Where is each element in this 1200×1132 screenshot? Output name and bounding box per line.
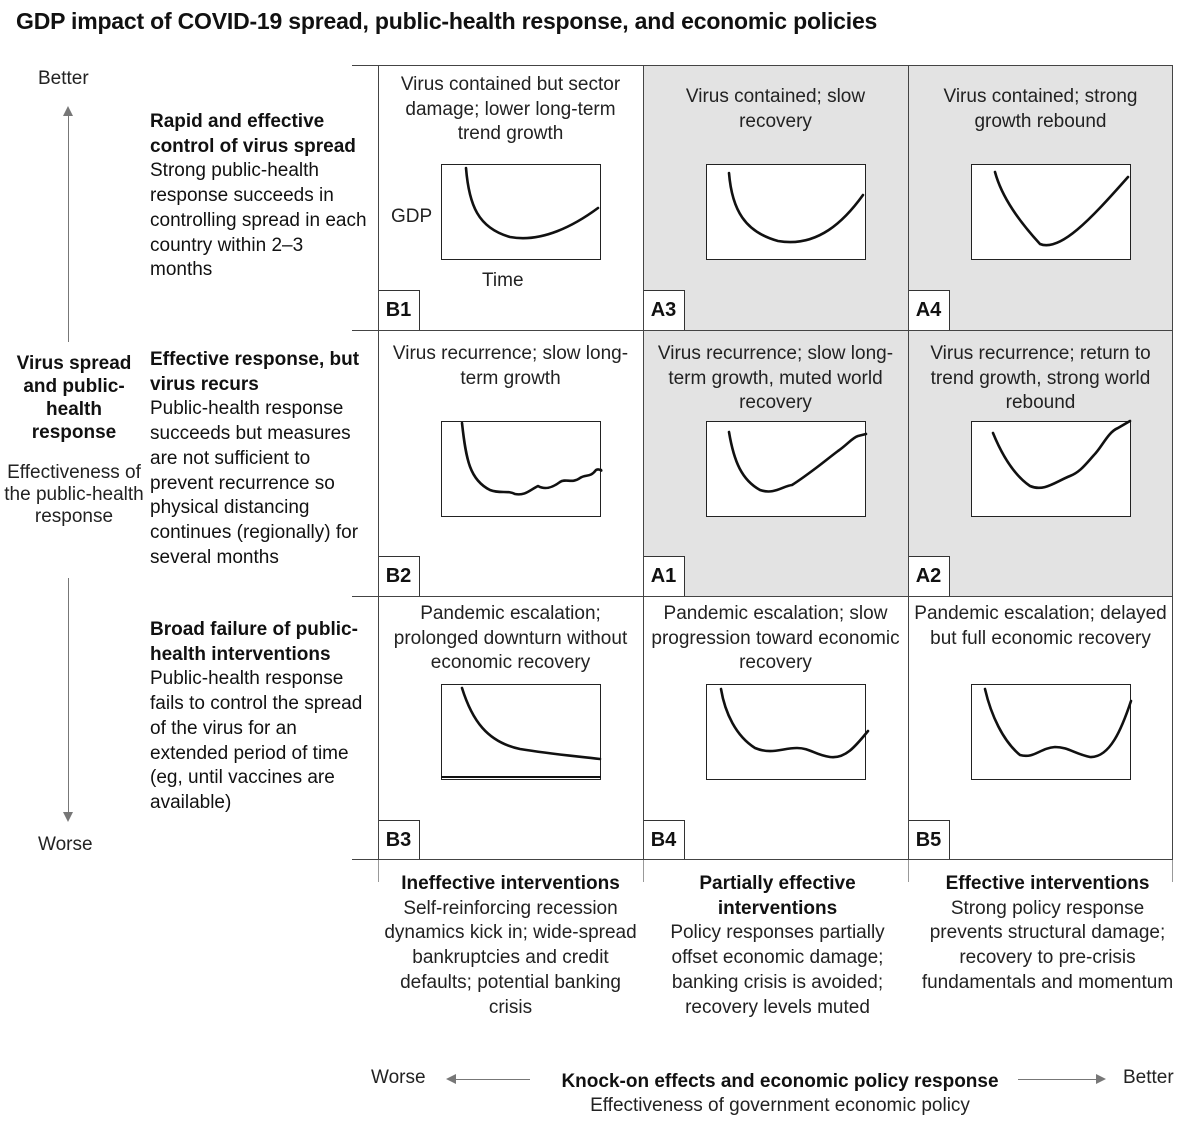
column-label-partial: Partially effective interventions Policy… bbox=[645, 872, 910, 1020]
mini-chart-box-b5 bbox=[971, 684, 1131, 780]
scenario-cell-b4: Pandemic escalation; slow progression to… bbox=[643, 596, 908, 860]
scenario-badge: A2 bbox=[908, 556, 950, 596]
scenario-badge: A1 bbox=[643, 556, 685, 596]
scenario-badge: B3 bbox=[378, 820, 420, 860]
grid-line-col1 bbox=[643, 65, 644, 860]
gdp-curve-b2 bbox=[460, 421, 603, 496]
row-description: Strong public-health response succeeds i… bbox=[150, 160, 367, 281]
mini-chart-box-b3 bbox=[441, 684, 601, 780]
y-axis-lower-line bbox=[68, 578, 69, 814]
x-axis-left-line bbox=[456, 1079, 530, 1080]
scenario-badge: B2 bbox=[378, 556, 420, 596]
column-heading: Partially effective interventions bbox=[699, 873, 856, 919]
gdp-curve-b3 bbox=[460, 686, 602, 761]
x-tick-2 bbox=[643, 860, 644, 882]
mini-chart-box-a2 bbox=[971, 421, 1131, 517]
mini-chart-box-b1 bbox=[441, 164, 601, 260]
gdp-curve-a3 bbox=[727, 171, 865, 244]
scenario-text: Virus recurrence; slow long-term growth,… bbox=[657, 343, 894, 414]
grid-line-top bbox=[352, 65, 1173, 66]
gdp-curve-a4 bbox=[993, 170, 1130, 247]
x-tick-1 bbox=[378, 860, 379, 882]
scenario-text: Pandemic escalation; prolonged downturn … bbox=[393, 603, 628, 674]
mini-chart-x-label: Time bbox=[482, 270, 524, 291]
x-axis-left-arrow-icon bbox=[446, 1074, 456, 1084]
row-description: Public-health response succeeds but meas… bbox=[150, 398, 359, 568]
row-label-broad-failure: Broad failure of public-health intervent… bbox=[150, 618, 368, 816]
scenario-text: Virus recurrence; slow long-term growth bbox=[392, 343, 629, 389]
grid-line-col3 bbox=[1172, 65, 1173, 860]
scenario-text: Virus contained; strong growth rebound bbox=[943, 86, 1138, 132]
y-axis-subtitle: Effectiveness of the public-health respo… bbox=[4, 462, 144, 527]
x-axis-worse-label: Worse bbox=[371, 1067, 426, 1088]
scenario-badge: B1 bbox=[378, 290, 420, 330]
gdp-curve-b4 bbox=[719, 687, 870, 759]
scenario-text: Pandemic escalation; delayed but full ec… bbox=[914, 603, 1167, 649]
page-title: GDP impact of COVID-19 spread, public-he… bbox=[16, 8, 878, 34]
scenario-cell-b5: Pandemic escalation; delayed but full ec… bbox=[908, 596, 1173, 860]
mini-chart-box-a3 bbox=[706, 164, 866, 260]
scenario-text: Pandemic escalation; slow progression to… bbox=[651, 603, 900, 674]
column-heading: Effective interventions bbox=[945, 873, 1150, 894]
scenario-text: Virus contained; slow recovery bbox=[685, 86, 866, 132]
y-axis-better-label: Better bbox=[38, 68, 89, 89]
grid-line-col2 bbox=[908, 65, 909, 860]
y-axis-title: Virus spread and public-health response bbox=[16, 353, 132, 443]
scenario-badge: B5 bbox=[908, 820, 950, 860]
y-axis-down-arrow-icon bbox=[63, 812, 73, 822]
row-label-rapid-control: Rapid and effective control of virus spr… bbox=[150, 110, 368, 283]
column-heading: Ineffective interventions bbox=[401, 873, 620, 894]
scenario-cell-b2: Virus recurrence; slow long-term growth … bbox=[378, 330, 643, 596]
column-label-effective: Effective interventions Strong policy re… bbox=[915, 872, 1180, 996]
scenario-badge: A4 bbox=[908, 290, 950, 330]
mini-chart-box-a1 bbox=[706, 421, 866, 517]
scenario-badge: B4 bbox=[643, 820, 685, 860]
scenario-text: Virus contained but sector damage; lower… bbox=[400, 74, 621, 145]
gdp-curve-b5 bbox=[983, 687, 1133, 759]
row-heading: Rapid and effective control of virus spr… bbox=[150, 111, 356, 157]
row-heading: Broad failure of public-health intervent… bbox=[150, 619, 358, 665]
mini-chart-y-label: GDP bbox=[391, 206, 433, 227]
x-axis-subtitle: Effectiveness of government economic pol… bbox=[590, 1095, 970, 1116]
gdp-curve-b1 bbox=[464, 166, 600, 240]
x-axis-right-line bbox=[1018, 1079, 1096, 1080]
row-label-virus-recurs: Effective response, but virus recurs Pub… bbox=[150, 348, 368, 570]
column-description: Self-reinforcing recession dynamics kick… bbox=[384, 897, 637, 1018]
scenario-cell-b3: Pandemic escalation; prolonged downturn … bbox=[378, 596, 643, 860]
grid-line-bottom bbox=[352, 859, 1173, 860]
mini-chart-box-b4 bbox=[706, 684, 866, 780]
column-label-ineffective: Ineffective interventions Self-reinforci… bbox=[378, 872, 643, 1020]
column-description: Strong policy response prevents structur… bbox=[921, 897, 1174, 993]
x-tick-4 bbox=[1172, 860, 1173, 882]
gdp-curve-a2 bbox=[991, 419, 1132, 490]
grid-line-row2 bbox=[352, 596, 1173, 597]
y-axis-upper-line bbox=[68, 114, 69, 342]
row-heading: Effective response, but virus recurs bbox=[150, 349, 360, 395]
y-axis-worse-label: Worse bbox=[38, 834, 93, 855]
scenario-badge: A3 bbox=[643, 290, 685, 330]
scenario-cell-b1: Virus contained but sector damage; lower… bbox=[378, 65, 643, 330]
gdp-curve-a1 bbox=[727, 430, 868, 493]
x-axis-title: Knock-on effects and economic policy res… bbox=[561, 1071, 999, 1092]
row-description: Public-health response fails to control … bbox=[150, 668, 363, 813]
scenario-text: Virus recurrence; return to trend growth… bbox=[930, 343, 1151, 414]
x-axis-better-label: Better bbox=[1123, 1067, 1174, 1088]
grid-line-col0 bbox=[378, 65, 379, 860]
x-axis-right-arrow-icon bbox=[1096, 1074, 1106, 1084]
column-description: Policy responses partially offset econom… bbox=[670, 922, 885, 1018]
y-axis-up-arrow-icon bbox=[63, 106, 73, 116]
x-tick-3 bbox=[908, 860, 909, 882]
grid-line-row1 bbox=[352, 330, 1173, 331]
